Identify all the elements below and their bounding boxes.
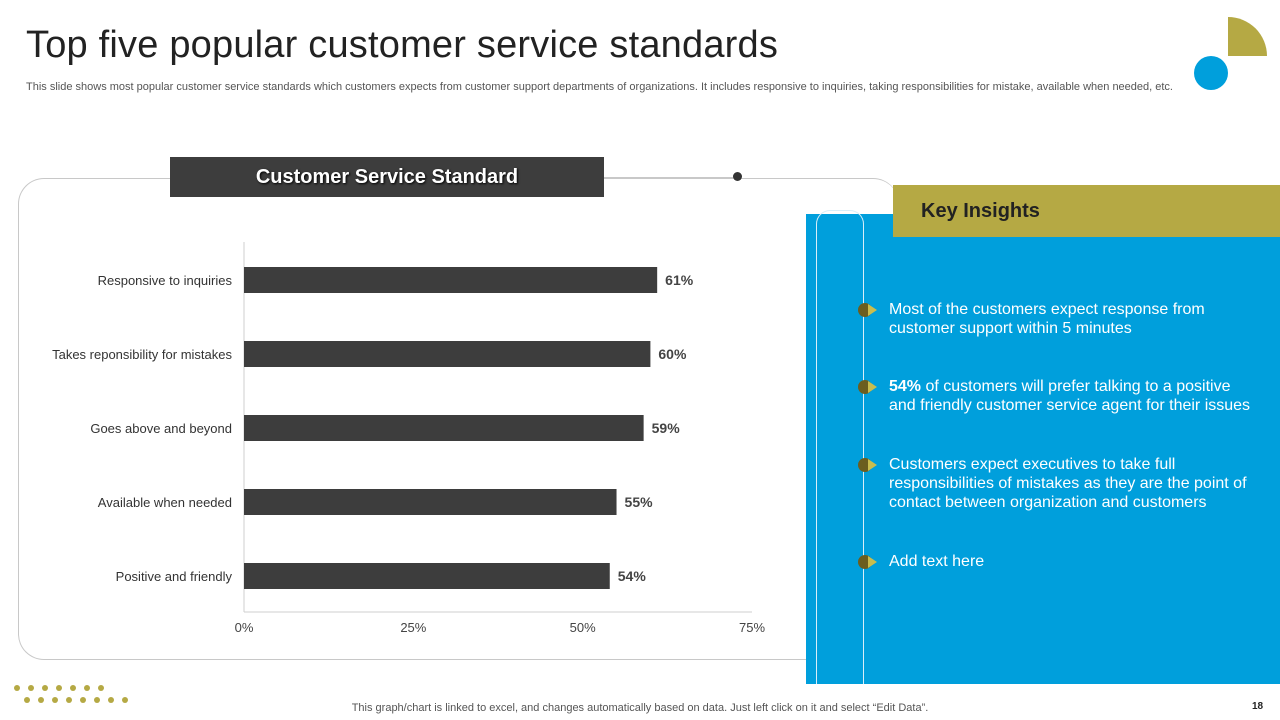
page-number: 18 [1252,701,1264,712]
category-label: Available when needed [98,495,232,510]
category-label: Positive and friendly [116,569,233,584]
x-tick-label: 50% [570,620,596,635]
decorative-circle [1194,56,1228,90]
bar [244,489,617,515]
decorative-dots [14,683,134,707]
bar [244,267,658,293]
data-label: 59% [652,420,681,436]
bar [244,563,610,589]
insight-3-text: Customers expect executives to take full… [889,456,1247,511]
category-label: Responsive to inquiries [98,273,233,288]
bullet-icon [858,458,882,472]
insights-header: Key Insights [893,185,1280,237]
category-label: Goes above and beyond [90,421,232,436]
bar [244,341,651,367]
footer-note: This graph/chart is linked to excel, and… [351,702,929,714]
bar [244,415,644,441]
insight-item-3: Customers expect executives to take full… [889,455,1259,512]
category-label: Takes reponsibility for mistakes [52,347,232,362]
insight-4-text: Add text here [889,553,985,570]
frame-connector-line [604,177,736,178]
bullet-icon [858,555,882,569]
insight-item-1: Most of the customers expect response fr… [889,300,1259,338]
insight-2-text: of customers will prefer talking to a po… [889,378,1251,414]
data-label: 60% [658,346,687,362]
x-tick-label: 75% [739,620,765,635]
x-tick-label: 25% [400,620,426,635]
insight-1-text: Most of the customers expect response fr… [889,301,1205,337]
insights-panel [806,214,1280,684]
data-label: 55% [625,494,654,510]
chart-header: Customer Service Standard [170,157,604,197]
data-label: 61% [665,272,694,288]
page-title: Top five popular customer service standa… [26,24,779,66]
bar-chart: Responsive to inquiries 61% Takes reponsib… [52,242,765,635]
panel-outline [816,210,864,684]
insight-2-bold: 54% [889,378,922,395]
insight-item-2: 54% of customers will prefer talking to … [889,377,1259,415]
data-label: 54% [618,568,647,584]
insight-item-4: Add text here [889,552,1259,571]
x-tick-label: 0% [235,620,254,635]
decorative-quarter-circle [1228,17,1267,56]
bullet-icon [858,380,882,394]
page-subtitle: This slide shows most popular customer s… [26,81,1173,93]
frame-connector-dot [733,172,742,181]
bullet-icon [858,303,882,317]
